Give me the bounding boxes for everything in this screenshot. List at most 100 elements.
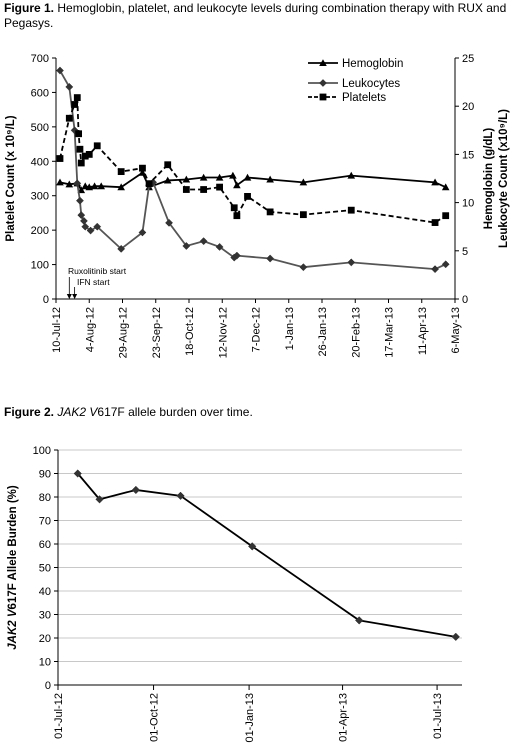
platelets-point [230,204,238,212]
x-tick-label: 10-Jul-12 [51,307,63,353]
hemoglobin-point [199,173,208,181]
leukocytes-point [431,265,440,274]
allele-burden-point [355,616,364,625]
x-tick-label: 18-Oct-12 [184,307,196,356]
hemoglobin-point [85,183,94,191]
legend-platelets-marker [319,93,327,101]
left-y-tick-label: 600 [31,87,49,99]
figure-2-caption-text: 617F allele burden over time. [97,405,253,419]
left-y-tick-label: 700 [31,53,49,65]
leukocytes-point [441,260,450,269]
y-axis-label-gene: JAK2 V [7,608,19,650]
hemoglobin-point [117,183,125,191]
right-y-axis-label: Hemoglobin (g/dL) [483,128,495,230]
platelets-point [93,142,101,150]
y-axis-label-rest: 617F Allele Burden (%) [7,485,19,609]
hemoglobin-point [182,175,191,183]
platelets-point [76,145,84,153]
right-y-tick-label: 5 [462,246,468,258]
leukocytes-point [56,66,64,75]
platelets-point [266,208,274,216]
leukocytes-point [266,254,275,263]
x-tick-label: 1-Jan-13 [284,307,296,350]
hemoglobin-point [163,176,172,184]
leukocytes-point [347,258,356,267]
allele-burden-line [77,472,456,638]
figure-1-chart: 0 100 200 300 400 500 600 700 0 5 10 15 20 25 10-Jul-1… [5,53,510,358]
leukocytes-point [93,222,102,231]
left-y-tick-label: 400 [31,156,49,168]
leukocytes-point [299,263,308,272]
left-y-tick-label: 500 [31,122,49,134]
platelets-point [71,101,79,108]
platelets-point [73,94,81,101]
allele-burden-point [131,485,141,495]
platelets-point [299,211,307,219]
platelets-point [85,151,93,158]
ruxolitinib-start-label: Ruxolitinib start [68,266,127,276]
hemoglobin-point [97,182,106,190]
platelets-point [65,114,73,122]
right-y-tick-label: 0 [462,294,468,306]
x-tick-label: 01-Jan-13 [244,693,256,743]
allele-burden-point [95,495,104,504]
y-tick-label: 70 [39,516,51,528]
leukocytes-point [199,237,208,246]
platelets-point [244,193,251,200]
legend-platelets-label: Platelets [342,92,386,104]
left-y-tick-label: 300 [31,191,49,203]
hemoglobin-point [65,180,74,188]
allele-burden-point [176,491,185,500]
platelets-point [431,219,439,226]
platelets-point [164,161,172,169]
y-tick-label: 50 [39,563,51,575]
x-tick-label: 20-Feb-13 [350,307,362,358]
left-y-tick-label: 0 [43,294,49,306]
leukocytes-point [86,226,95,235]
platelets-point [347,206,355,214]
platelets-point [139,164,146,172]
allele-burden-point [451,632,460,641]
leukocytes-point [182,242,191,250]
figure-2-caption: Figure 2. JAK2 V617F allele burden over … [4,405,516,420]
legend-leukocytes-marker [319,79,327,87]
ifn-start-label: IFN start [77,277,110,287]
platelets-point [200,186,208,193]
y-tick-label: 80 [39,492,51,504]
hemoglobin-point [441,183,450,191]
y-tick-label: 20 [39,633,51,645]
right-y-tick-label: 20 [462,101,474,113]
platelets-point [77,159,85,167]
x-tick-label: 7-Dec-12 [251,307,263,352]
x-tick-label: 01-Jul-13 [432,693,444,739]
x-tick-label: 01-Oct-12 [149,693,161,742]
hemoglobin-point [347,171,356,179]
figure-2-gene-name: JAK2 V [57,405,98,419]
platelets-point [117,168,125,176]
hemoglobin-point [215,173,224,181]
hemoglobin-point [233,181,241,189]
y-tick-label: 0 [45,680,51,692]
hemoglobin-point [229,171,237,179]
hemoglobin-point [90,182,99,190]
x-tick-label: 23-Sep-12 [151,307,163,358]
figure-1-caption: Figure 1. Hemoglobin, platelet, and leuk… [4,1,516,31]
allele-burden-point [248,542,257,551]
legend-leukocytes-label: Leukocytes [342,78,400,90]
leukocytes-point [73,179,82,188]
x-tick-label: 29-Aug-12 [118,307,130,358]
hemoglobin-point [266,175,274,183]
x-tick-label: 26-Jan-13 [317,307,329,357]
right-y-tick-label: 25 [462,53,474,65]
x-tick-label: 11-Apr-13 [417,307,429,355]
allele-burden-point [73,469,82,478]
leukocytes-point [81,222,90,231]
leukocytes-point [165,218,174,227]
platelets-point [216,183,223,191]
x-tick-label: 6-May-13 [450,307,462,353]
leukocytes-point [215,242,224,251]
right-y-axis-label-2: Leukocyte Count (x10⁹/L) [498,109,510,248]
figure-1-caption-text: Hemoglobin, platelet, and leukocyte leve… [4,1,507,30]
y-tick-label: 40 [39,586,51,598]
